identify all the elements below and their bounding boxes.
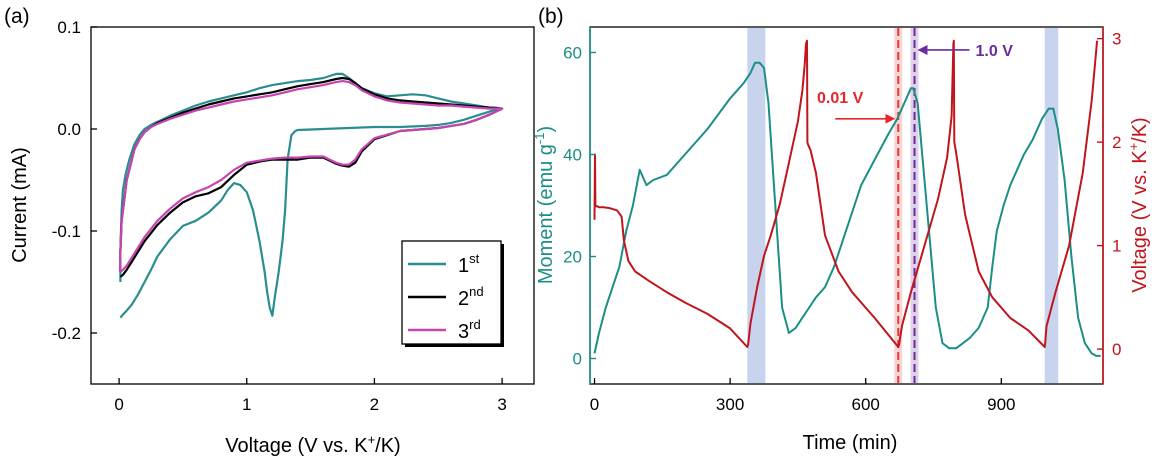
y-tick-label: 0.1: [57, 18, 81, 37]
panel-a-y-axis-label: Current (mA): [9, 147, 31, 263]
x-tick-label: 300: [716, 395, 744, 414]
y-tick-label: -0.2: [52, 324, 81, 343]
panel-b-x-axis-label: Time (min): [803, 432, 898, 454]
shaded-region: [747, 28, 766, 383]
right-y-tick-label: 3: [1112, 30, 1121, 49]
x-tick-label: 0: [114, 395, 123, 414]
panel-b-annotations: 0.01 V 1.0 V: [817, 43, 1014, 124]
vertical-marker-band: [894, 28, 903, 383]
x-tick-label: 0: [590, 395, 599, 414]
y-tick-label: -0.1: [52, 222, 81, 241]
annotation-1-0v-label: 1.0 V: [976, 43, 1014, 60]
legend: 1st 2nd 3rd: [401, 240, 504, 347]
panel-b-label: (b): [538, 5, 564, 28]
x-tick-label: 3: [497, 395, 506, 414]
left-y-tick-label: 20: [563, 248, 582, 267]
x-tick-label: 1: [242, 395, 251, 414]
panel-a-label: (a): [4, 5, 30, 28]
annotation-0-01v-label: 0.01 V: [817, 90, 864, 107]
legend-box: [401, 240, 502, 345]
panel-b-series-group: [593, 39, 1101, 357]
panel-a-axes: 0 1 2 3 -0.2 -0.1 0.0 0.1: [52, 18, 507, 414]
panel-b-left-y-axis-label: Moment (emu g-1): [532, 126, 557, 284]
panel-b-vertical-markers: [894, 28, 919, 383]
right-y-tick-label: 2: [1112, 133, 1121, 152]
series-line-cycle-3: [119, 80, 504, 273]
panel-b-plot-frame: [589, 26, 1104, 385]
legend-entry-label: 1st: [458, 251, 480, 277]
vertical-marker-band: [910, 28, 919, 383]
y-tick-label: 0.0: [57, 120, 81, 139]
x-tick-label: 600: [852, 395, 880, 414]
legend-entry-label: 2nd: [458, 284, 484, 310]
x-tick-label: 900: [987, 395, 1015, 414]
panel-a: (a) 0 1 2 3 -0.2 -0.1 0.0 0.1 Voltage (V vs. K+…: [4, 5, 535, 457]
left-y-tick-label: 60: [563, 44, 582, 63]
left-y-tick-label: 0: [573, 350, 582, 369]
panel-b-right-y-axis-label: Voltage (V vs. K+/K): [1126, 117, 1151, 292]
panel-a-x-axis-label: Voltage (V vs. K+/K): [225, 432, 400, 457]
panel-a-plot-frame: [90, 26, 535, 385]
series-line-moment: [593, 61, 1101, 357]
legend-entry-label: 3rd: [458, 317, 481, 343]
right-y-tick-label: 0: [1112, 340, 1121, 359]
panel-a-series-group: [119, 72, 504, 319]
legend-entries: 1st 2nd 3rd: [408, 251, 484, 343]
x-tick-label: 2: [370, 395, 379, 414]
left-y-tick-label: 40: [563, 146, 582, 165]
series-line-voltage: [593, 39, 1099, 348]
right-y-tick-label: 1: [1112, 237, 1121, 256]
